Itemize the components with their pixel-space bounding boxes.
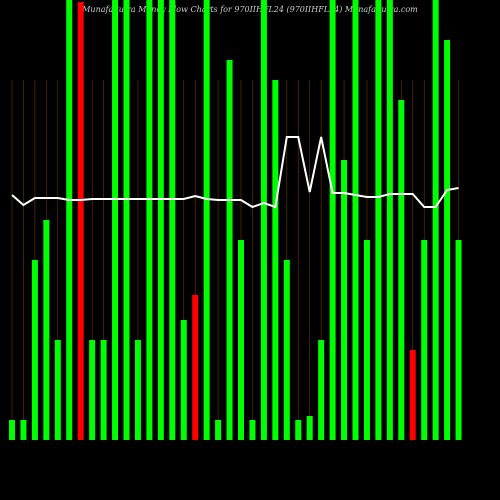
bar — [31, 260, 38, 440]
chart-title: MunafaSutra Money Flow Charts for 970IIH… — [81, 5, 418, 14]
bar — [226, 60, 233, 440]
bar — [272, 80, 279, 440]
bar — [444, 40, 451, 440]
bar — [203, 0, 210, 440]
bar — [180, 320, 187, 440]
bar — [421, 240, 428, 440]
bar — [352, 0, 359, 440]
bar — [329, 0, 336, 440]
bar — [295, 420, 302, 440]
bar — [283, 260, 290, 440]
bar — [20, 420, 27, 440]
bar — [169, 0, 176, 440]
bar — [134, 340, 141, 440]
bar — [9, 420, 15, 440]
bar — [157, 0, 164, 440]
bar — [89, 340, 96, 440]
bar — [192, 295, 199, 440]
bar — [260, 0, 267, 440]
bar — [43, 220, 50, 440]
price-line — [11, 136, 459, 209]
bar — [306, 416, 313, 440]
bar — [215, 420, 222, 440]
bar — [249, 420, 256, 440]
bar — [146, 0, 153, 440]
bar — [375, 0, 382, 440]
bar — [363, 240, 370, 440]
bar — [77, 2, 84, 440]
bar — [341, 160, 348, 440]
bar — [112, 0, 119, 440]
bar — [238, 240, 244, 440]
bar — [54, 340, 61, 440]
bar — [66, 0, 73, 440]
bar — [455, 240, 462, 440]
bar — [100, 340, 107, 440]
bar — [318, 340, 325, 440]
bar — [398, 100, 405, 440]
bar — [409, 350, 416, 440]
bar — [123, 0, 130, 440]
bar — [386, 0, 393, 440]
bar — [432, 0, 439, 440]
